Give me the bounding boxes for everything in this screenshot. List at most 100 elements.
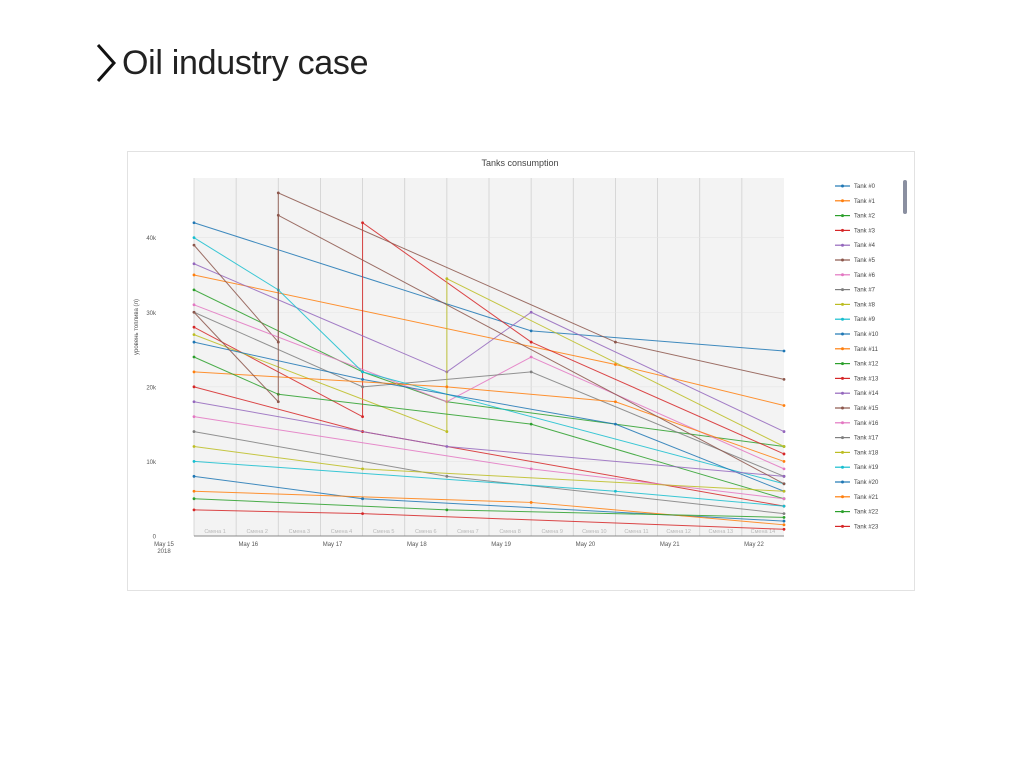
data-point bbox=[361, 497, 364, 501]
data-point bbox=[614, 363, 617, 366]
data-point bbox=[529, 355, 533, 359]
series-group bbox=[192, 370, 786, 463]
data-point bbox=[445, 445, 449, 448]
shift-band-label: Смена 5 bbox=[373, 529, 395, 535]
data-point bbox=[192, 400, 196, 404]
data-point bbox=[445, 385, 449, 389]
x-tick-label: May 22 bbox=[744, 542, 764, 548]
legend-marker bbox=[841, 510, 844, 514]
legend-marker bbox=[841, 421, 844, 425]
data-point bbox=[529, 422, 533, 426]
series-line bbox=[193, 214, 785, 485]
legend-marker bbox=[841, 391, 844, 395]
series-group bbox=[192, 277, 786, 448]
data-point bbox=[445, 508, 449, 512]
data-point bbox=[782, 523, 786, 527]
legend-item: Tank #4 bbox=[835, 243, 876, 249]
legend-scrollbar[interactable] bbox=[903, 180, 907, 214]
data-point bbox=[445, 277, 449, 281]
series-group bbox=[192, 460, 786, 508]
legend-item: Tank #8 bbox=[835, 302, 876, 308]
legend-marker bbox=[841, 199, 844, 203]
legend-item: Tank #6 bbox=[835, 273, 876, 279]
slide-title-text: Oil industry case bbox=[122, 43, 369, 82]
x-tick-label: May 16 bbox=[238, 542, 258, 548]
legend-marker bbox=[841, 436, 844, 440]
data-point bbox=[192, 385, 196, 389]
data-point bbox=[192, 221, 196, 225]
data-point bbox=[192, 355, 196, 359]
data-point bbox=[192, 489, 196, 493]
data-point bbox=[276, 213, 280, 217]
shift-band-label: Смена 6 bbox=[415, 529, 437, 535]
data-point bbox=[445, 430, 449, 433]
legend-marker bbox=[841, 362, 844, 366]
data-point bbox=[529, 370, 533, 374]
shift-band-label: Смена 3 bbox=[289, 529, 311, 535]
data-point bbox=[361, 377, 364, 381]
data-point bbox=[276, 191, 280, 195]
legend-marker bbox=[841, 480, 844, 484]
data-point bbox=[782, 489, 786, 493]
data-point bbox=[192, 430, 196, 433]
data-point bbox=[782, 404, 786, 407]
legend-item: Tank #20 bbox=[835, 480, 879, 486]
legend-item: Tank #15 bbox=[835, 406, 879, 412]
data-point bbox=[529, 329, 533, 333]
series-group bbox=[192, 221, 786, 456]
data-point bbox=[782, 512, 786, 516]
series-line bbox=[193, 356, 785, 500]
data-point bbox=[614, 422, 617, 426]
legend-item: Tank #9 bbox=[835, 317, 876, 323]
legend-label: Tank #15 bbox=[854, 406, 879, 412]
data-point bbox=[782, 467, 786, 471]
legend-label: Tank #17 bbox=[854, 436, 879, 442]
data-point bbox=[782, 482, 786, 486]
legend-item: Tank #7 bbox=[835, 288, 876, 294]
series-group bbox=[192, 445, 786, 493]
legend-marker bbox=[841, 288, 844, 292]
legend-label: Tank #16 bbox=[854, 421, 879, 427]
legend-marker bbox=[841, 228, 844, 232]
legend-label: Tank #18 bbox=[854, 450, 879, 456]
data-point bbox=[614, 400, 617, 404]
data-point bbox=[529, 467, 533, 471]
data-point bbox=[192, 445, 196, 448]
legend-marker bbox=[841, 317, 844, 321]
data-point bbox=[361, 467, 364, 471]
legend-item: Tank #3 bbox=[835, 228, 876, 234]
shift-band-label: Смена 9 bbox=[541, 529, 563, 535]
x-tick-label: May 18 bbox=[407, 542, 427, 548]
tanks-consumption-chart: Tanks consumption Смена 1 Смена 2 Смена 3 См… bbox=[134, 158, 879, 555]
series-group bbox=[192, 508, 786, 531]
legend-item: Tank #2 bbox=[835, 214, 876, 220]
shift-band-label: Смена 7 bbox=[457, 529, 479, 535]
legend-item: Tank #12 bbox=[835, 362, 879, 368]
data-point bbox=[192, 370, 196, 374]
data-point bbox=[192, 415, 196, 419]
legend-marker bbox=[841, 347, 844, 351]
series-group bbox=[192, 430, 786, 516]
data-point bbox=[192, 497, 196, 501]
legend-marker bbox=[841, 495, 844, 499]
legend-label: Tank #4 bbox=[854, 243, 876, 249]
legend-label: Tank #12 bbox=[854, 362, 879, 368]
data-point bbox=[529, 340, 533, 344]
legend-label: Tank #23 bbox=[854, 524, 879, 530]
legend-item: Tank #18 bbox=[835, 450, 879, 456]
data-point bbox=[782, 349, 786, 353]
legend-item: Tank #1 bbox=[835, 199, 876, 205]
legend-marker bbox=[841, 465, 844, 469]
shift-band-label: Смена 8 bbox=[499, 529, 520, 535]
data-point bbox=[192, 508, 196, 512]
data-point bbox=[614, 489, 617, 493]
series-group bbox=[192, 213, 786, 486]
shift-band-label: Смена 1 bbox=[204, 529, 226, 535]
slide-title: Oil industry case bbox=[92, 38, 369, 88]
data-point bbox=[192, 460, 196, 463]
legend-label: Tank #14 bbox=[854, 391, 879, 397]
x-tick-label: May 15 bbox=[154, 542, 174, 548]
data-point bbox=[782, 377, 786, 381]
legend-marker bbox=[841, 302, 844, 306]
data-point bbox=[361, 415, 364, 419]
